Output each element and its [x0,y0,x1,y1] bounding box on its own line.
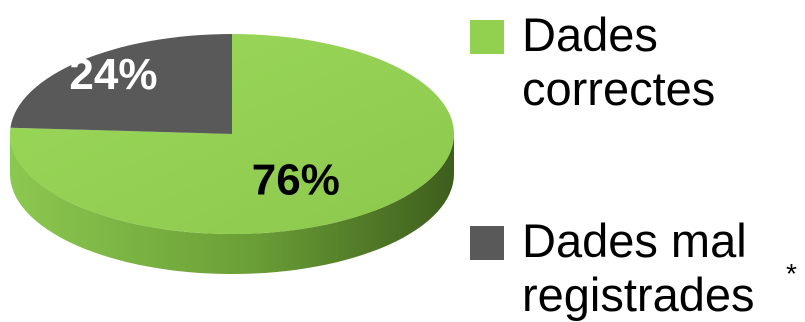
legend-swatch-misregistered [470,226,504,260]
pie-side-wall [10,134,454,274]
legend-label-correct-line2: correctes [522,62,716,115]
pie-side-wall-front [10,134,454,274]
legend-swatch-correct [470,20,504,54]
legend-label-misregistered: Dades mal registrades [522,214,755,322]
slice-misregistered [10,34,233,134]
slice-misregistered-value-label: 24% [69,50,157,99]
legend-label-misregistered-line2: registrades [522,268,755,321]
slice-correct [10,34,454,234]
slice-correct-value-label: 76% [252,156,340,205]
pie-value-labels: 76% 24% [69,50,339,204]
legend-label-correct: Dades correctes [522,8,715,116]
legend-footnote-asterisk: * [786,258,797,289]
pie-slices [10,34,454,234]
legend-label-correct-line1: Dades [522,8,658,61]
legend-label-misregistered-line1: Dades mal [522,214,747,267]
